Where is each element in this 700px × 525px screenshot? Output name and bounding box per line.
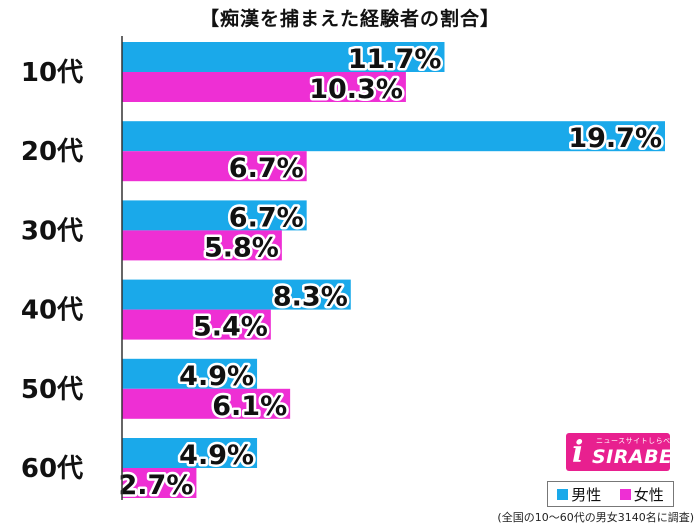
category-label: 40代	[21, 296, 83, 326]
bar-male	[122, 200, 307, 231]
data-label-male: 11.7%	[348, 44, 442, 75]
data-label-female: 2.7%	[119, 470, 194, 501]
logo-name: SIRABEE	[592, 446, 687, 468]
data-label-male: 8.3%	[273, 282, 348, 313]
legend: 男性 女性	[547, 481, 674, 507]
data-label-female: 6.1%	[212, 391, 287, 422]
data-label-female: 10.3%	[309, 74, 403, 105]
bar-male	[122, 358, 258, 389]
survey-footnote: (全国の10～60代の男女3140名に調査)	[497, 511, 694, 524]
data-label-male: 4.9%	[179, 361, 254, 392]
legend-swatch-female	[619, 488, 631, 500]
category-label: 10代	[21, 58, 83, 88]
bar-female	[122, 309, 271, 340]
data-label-female: 5.4%	[193, 312, 268, 343]
data-label-female: 5.8%	[204, 232, 279, 263]
legend-label-male: 男性	[571, 485, 602, 504]
bar-female	[122, 468, 197, 498]
bar-female	[122, 230, 282, 261]
legend-swatch-male	[557, 488, 569, 500]
legend-label-female: 女性	[633, 485, 664, 504]
bar-female	[122, 151, 307, 182]
bar-female	[122, 388, 291, 419]
chart-title: 【痴漢を捕まえた経験者の割合】	[199, 8, 500, 30]
legend-item-female: 女性	[619, 484, 664, 505]
data-label-female: 6.7%	[229, 153, 304, 184]
data-label-male: 4.9%	[179, 440, 254, 471]
category-label: 30代	[21, 216, 83, 246]
logo-tagline: ニュースサイトしらべぇ	[596, 437, 679, 445]
category-label: 60代	[21, 454, 83, 484]
legend-item-male: 男性	[557, 484, 601, 505]
bar-male	[122, 121, 665, 152]
bar-male	[122, 279, 351, 310]
sirabee-logo: i ニュースサイトしらべぇ SIRABEE	[566, 433, 686, 471]
data-label-male: 19.7%	[568, 123, 662, 154]
logo-mark-icon: i	[572, 435, 584, 470]
category-label: 20代	[21, 137, 83, 167]
bar-male	[122, 438, 258, 468]
bar-female	[122, 72, 406, 102]
bar-male	[122, 42, 445, 72]
data-label-male: 6.7%	[229, 202, 304, 233]
category-label: 50代	[21, 375, 83, 405]
